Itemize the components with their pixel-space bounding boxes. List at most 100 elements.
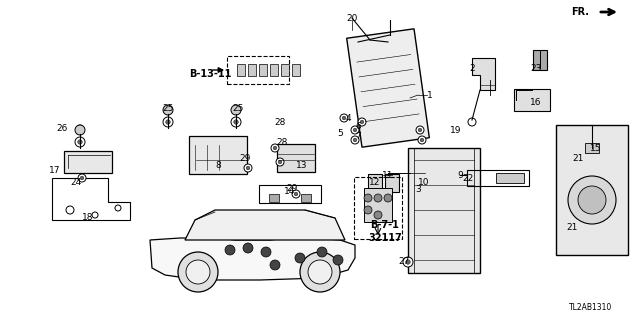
- Text: 28: 28: [275, 117, 285, 126]
- Bar: [281, 64, 289, 76]
- Text: 12: 12: [369, 178, 381, 187]
- Text: 11: 11: [382, 171, 394, 180]
- Text: 1: 1: [427, 91, 433, 100]
- Bar: [259, 64, 267, 76]
- Circle shape: [278, 160, 282, 164]
- Circle shape: [231, 105, 241, 115]
- Circle shape: [234, 120, 238, 124]
- Text: 18: 18: [83, 213, 93, 222]
- Circle shape: [276, 158, 284, 166]
- Text: 20: 20: [346, 13, 358, 22]
- Circle shape: [300, 252, 340, 292]
- Circle shape: [416, 126, 424, 134]
- Bar: [533, 50, 547, 70]
- Circle shape: [333, 255, 343, 265]
- Text: 17: 17: [49, 165, 61, 174]
- Circle shape: [374, 211, 382, 219]
- Circle shape: [308, 260, 332, 284]
- Circle shape: [403, 257, 413, 267]
- Circle shape: [261, 247, 271, 257]
- Bar: [277, 144, 315, 172]
- Text: 13: 13: [296, 161, 308, 170]
- Circle shape: [351, 136, 359, 144]
- Circle shape: [418, 128, 422, 132]
- Bar: [269, 194, 279, 202]
- Circle shape: [374, 194, 382, 202]
- Bar: [227, 56, 289, 84]
- Circle shape: [244, 164, 252, 172]
- Text: 22: 22: [462, 173, 474, 182]
- Circle shape: [66, 206, 74, 214]
- Circle shape: [273, 146, 277, 150]
- Bar: [270, 64, 278, 76]
- Text: B-13-11: B-13-11: [189, 69, 231, 79]
- Circle shape: [231, 117, 241, 127]
- Circle shape: [340, 114, 348, 122]
- Circle shape: [178, 252, 218, 292]
- Circle shape: [468, 118, 476, 126]
- Polygon shape: [150, 238, 355, 280]
- Circle shape: [360, 120, 364, 124]
- Circle shape: [246, 166, 250, 170]
- Circle shape: [80, 176, 84, 180]
- Bar: [585, 143, 599, 153]
- Bar: [514, 89, 550, 111]
- Circle shape: [351, 126, 359, 134]
- Text: 3: 3: [415, 185, 421, 194]
- Circle shape: [92, 212, 98, 218]
- Circle shape: [292, 190, 300, 198]
- Bar: [248, 64, 256, 76]
- Circle shape: [77, 125, 83, 131]
- Circle shape: [243, 243, 253, 253]
- Text: 27: 27: [398, 258, 410, 267]
- Bar: [408, 148, 480, 273]
- Circle shape: [75, 137, 85, 147]
- Text: 5: 5: [337, 129, 343, 138]
- Text: FR.: FR.: [571, 7, 589, 17]
- Polygon shape: [185, 210, 345, 240]
- Text: 25: 25: [163, 103, 173, 113]
- Text: 25: 25: [232, 103, 244, 113]
- Polygon shape: [472, 58, 495, 90]
- Bar: [301, 194, 311, 202]
- Text: 19: 19: [451, 125, 461, 134]
- Text: 32117: 32117: [368, 233, 402, 243]
- Bar: [556, 125, 628, 255]
- Circle shape: [384, 194, 392, 202]
- Circle shape: [75, 125, 85, 135]
- Text: TL2AB1310: TL2AB1310: [570, 302, 612, 311]
- Circle shape: [364, 194, 372, 202]
- Text: 6: 6: [355, 122, 361, 131]
- Bar: [364, 188, 392, 222]
- Circle shape: [342, 116, 346, 120]
- Text: 26: 26: [56, 124, 68, 132]
- Circle shape: [294, 192, 298, 196]
- Bar: [368, 174, 382, 192]
- Bar: [259, 185, 321, 203]
- Text: 28: 28: [276, 138, 288, 147]
- Circle shape: [115, 205, 121, 211]
- Text: 15: 15: [590, 143, 602, 153]
- Circle shape: [166, 120, 170, 124]
- Bar: [354, 177, 402, 239]
- Circle shape: [353, 138, 357, 142]
- Circle shape: [358, 118, 366, 126]
- Circle shape: [568, 176, 616, 224]
- Circle shape: [271, 144, 279, 152]
- Circle shape: [317, 247, 327, 257]
- Bar: [292, 64, 300, 76]
- Bar: [237, 64, 245, 76]
- Circle shape: [79, 127, 81, 129]
- Text: 7: 7: [355, 132, 361, 140]
- Text: 14: 14: [284, 188, 296, 196]
- Circle shape: [406, 260, 410, 264]
- Bar: [467, 170, 529, 186]
- Text: 21: 21: [566, 223, 578, 233]
- Bar: [496, 173, 524, 183]
- Circle shape: [418, 136, 426, 144]
- Bar: [64, 151, 112, 173]
- Text: B-7-1: B-7-1: [371, 220, 399, 230]
- Circle shape: [270, 260, 280, 270]
- Polygon shape: [347, 29, 429, 147]
- Circle shape: [225, 245, 235, 255]
